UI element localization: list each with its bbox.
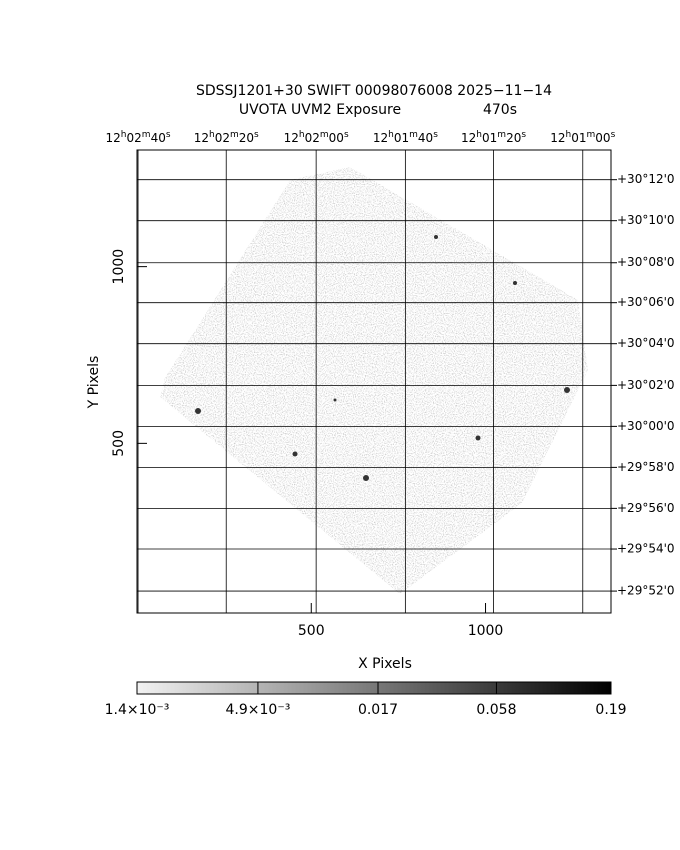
dec-tick-label: +30°06'0 [617,295,675,309]
dec-tick-label: +30°10'0 [617,213,675,227]
x-tick-label: 1000 [468,623,504,639]
image [160,167,588,594]
chart-title: SDSSJ1201+30 SWIFT 00098076008 2025−11−1… [196,83,552,99]
y-axis-label: Y Pixels [86,356,102,410]
colorbar-tick-label: 0.19 [595,702,626,718]
ra-tick-label: 12h01m40s [373,130,438,145]
ra-tick-label: 12h01m20s [461,130,526,145]
x-tick-label: 500 [298,623,325,639]
chart-subtitle: UVOTA UVM2 Exposure [239,102,401,118]
y-tick-label: 500 [111,430,127,457]
x-axis-label: X Pixels [358,656,412,672]
dec-tick-label: +29°52'0 [617,584,675,598]
dec-tick-label: +30°02'0 [617,378,675,392]
dec-tick-label: +29°54'0 [617,542,675,556]
colorbar-tick-label: 0.058 [476,702,516,718]
dec-tick-label: +30°08'0 [617,255,675,269]
ra-tick-label: 12h02m40s [106,130,171,145]
dec-tick-label: +30°04'0 [617,336,675,350]
dec-tick-label: +30°00'0 [617,419,675,433]
dec-tick-label: +29°56'0 [617,501,675,515]
ra-tick-label: 12h02m20s [194,130,259,145]
dec-tick-label: +30°12'0 [617,172,675,186]
exposure: 470s [483,102,517,118]
colorbar-tick-label: 0.017 [358,702,398,718]
image-noise [160,167,588,594]
colorbar-tick-label: 4.9×10⁻³ [226,702,291,718]
y-tick-label: 1000 [111,249,127,285]
ra-tick-label: 12h01m00s [550,130,615,145]
dec-tick-label: +29°58'0 [617,460,675,474]
ra-tick-label: 12h02m00s [284,130,349,145]
colorbar-tick-label: 1.4×10⁻³ [105,702,170,718]
sources [195,235,570,483]
plot-frame [136,149,612,614]
colorbar [137,682,611,694]
